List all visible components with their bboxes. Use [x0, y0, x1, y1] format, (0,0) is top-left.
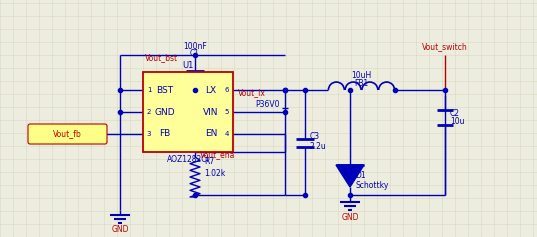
Text: GND: GND	[155, 108, 175, 117]
Polygon shape	[336, 165, 364, 187]
Text: Vout_bst: Vout_bst	[145, 54, 178, 63]
Text: 100nF: 100nF	[183, 41, 207, 50]
Text: 10uH: 10uH	[351, 70, 372, 79]
Text: 4: 4	[225, 131, 229, 137]
Text: AOZ1282CI: AOZ1282CI	[166, 155, 209, 164]
Text: 5: 5	[225, 109, 229, 115]
Text: C1: C1	[190, 49, 200, 58]
Text: 10u: 10u	[450, 117, 465, 126]
FancyBboxPatch shape	[28, 124, 107, 144]
Text: VIN: VIN	[203, 108, 219, 117]
Text: BST: BST	[156, 86, 173, 95]
Text: GND: GND	[111, 225, 129, 234]
Text: FB: FB	[159, 129, 171, 138]
Text: GND: GND	[341, 213, 359, 222]
Text: 2.2u: 2.2u	[310, 142, 326, 151]
Text: C2: C2	[450, 109, 460, 118]
Text: Vout_switch: Vout_switch	[422, 42, 468, 51]
Text: 1: 1	[147, 87, 151, 93]
Text: P36V0: P36V0	[256, 100, 280, 109]
Text: Vout_ena: Vout_ena	[200, 150, 235, 160]
Text: 6: 6	[225, 87, 229, 93]
Text: 3: 3	[147, 131, 151, 137]
Text: Vout_lx: Vout_lx	[238, 88, 266, 97]
Text: U1: U1	[183, 60, 194, 69]
Text: FB1: FB1	[354, 78, 368, 87]
Text: 1.02k: 1.02k	[204, 169, 225, 178]
Text: C3: C3	[310, 132, 320, 141]
Text: R7: R7	[204, 158, 214, 167]
Bar	[143, 72, 233, 152]
Text: Schottky: Schottky	[355, 181, 388, 190]
Text: EN: EN	[205, 129, 217, 138]
Text: Vout_fb: Vout_fb	[53, 129, 82, 138]
Text: LX: LX	[206, 86, 216, 95]
Text: D1: D1	[355, 170, 366, 179]
Text: 2: 2	[147, 109, 151, 115]
